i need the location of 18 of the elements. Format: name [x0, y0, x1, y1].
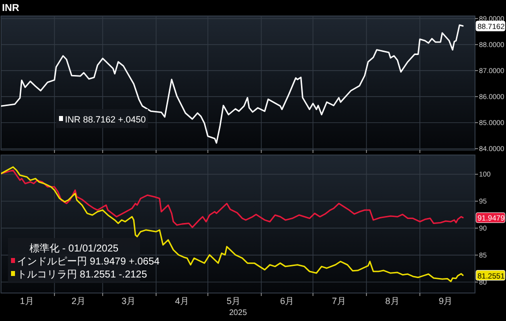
x-tick-label: 3月	[122, 296, 136, 306]
x-tick-label: 9月	[438, 296, 453, 306]
x-tick-label: 8月	[385, 296, 400, 306]
line-series	[1, 24, 464, 144]
legend-label: インドルピー円 91.9479 +.0654	[17, 256, 160, 268]
x-tick-label: 4月	[174, 296, 189, 306]
x-axis-title: 2025	[229, 308, 248, 317]
x-tick-label: 2月	[72, 296, 86, 306]
line-series	[1, 166, 464, 282]
chart-title: INR	[2, 3, 20, 14]
x-tick-label: 7月	[332, 296, 346, 306]
x-tick-label: 6月	[280, 296, 294, 306]
legend-title: 標準化 - 01/01/2025	[30, 242, 119, 254]
line-series	[1, 170, 464, 228]
legend-label: INR 88.7162 +.0450	[65, 114, 146, 124]
x-tick-label: 1月	[20, 296, 34, 306]
x-tick-label: 5月	[226, 296, 241, 306]
legend-label: トルコリラ円 81.2551 -.2125	[17, 269, 148, 280]
